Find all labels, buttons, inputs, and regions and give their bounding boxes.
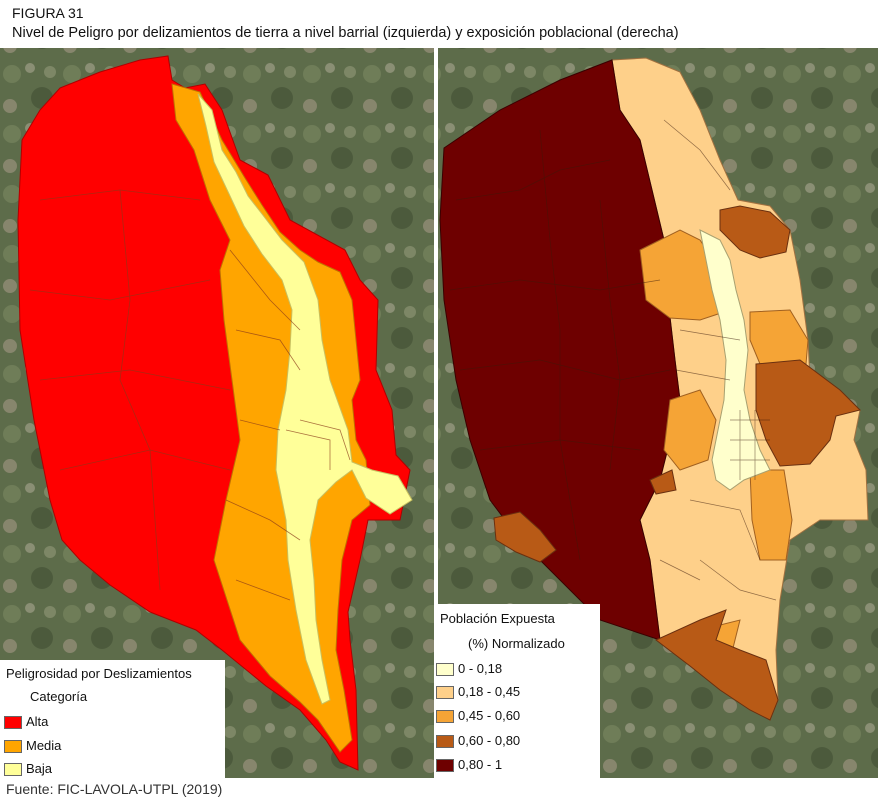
legend-label-alta: Alta: [26, 714, 49, 729]
legend-label-media: Media: [26, 738, 62, 753]
legend-swatch-exp-1: [436, 686, 454, 699]
hazard-zone-baja: [197, 93, 413, 705]
legend-label-exp-1: 0,18 - 0,45: [458, 684, 521, 699]
hazard-legend-subtitle: Categoría: [30, 689, 88, 704]
hazard-neighbourhood-borders: [29, 189, 351, 601]
figure-label: FIGURA 31: [12, 5, 84, 21]
exposure-zone-0-018: [699, 229, 771, 491]
legend-swatch-alta: [4, 716, 22, 729]
hazard-legend-title: Peligrosidad por Deslizamientos: [6, 666, 192, 681]
legend-swatch-exp-3: [436, 735, 454, 748]
hazard-map: [0, 48, 434, 778]
legend-label-exp-3: 0,60 - 0,80: [458, 733, 521, 748]
exposure-legend-title: Población Expuesta: [440, 611, 555, 626]
legend-swatch-exp-4: [436, 759, 454, 772]
legend-label-exp-2: 0,45 - 0,60: [458, 708, 521, 723]
figure-caption: Nivel de Peligro por delizamientos de ti…: [12, 25, 679, 41]
legend-swatch-baja: [4, 763, 22, 776]
figure-source: Fuente: FIC-LAVOLA-UTPL (2019): [6, 781, 223, 797]
legend-label-exp-0: 0 - 0,18: [458, 661, 503, 676]
hazard-map-svg: [0, 48, 434, 778]
exposure-neighbourhood-borders: [449, 119, 777, 601]
legend-label-exp-4: 0,80 - 1: [458, 757, 503, 772]
legend-swatch-media: [4, 740, 22, 753]
legend-label-baja: Baja: [26, 761, 53, 776]
legend-swatch-exp-2: [436, 710, 454, 723]
exposure-legend-subtitle: (%) Normalizado: [468, 636, 565, 651]
exposure-zone-060-080: [493, 205, 861, 721]
exposure-legend: Población Expuesta (%) Normalizado 0 - 0…: [436, 604, 600, 778]
legend-swatch-exp-0: [436, 663, 454, 676]
hazard-legend: Peligrosidad por Deslizamientos Categorí…: [0, 660, 225, 778]
hazard-zone-media: [171, 83, 371, 753]
